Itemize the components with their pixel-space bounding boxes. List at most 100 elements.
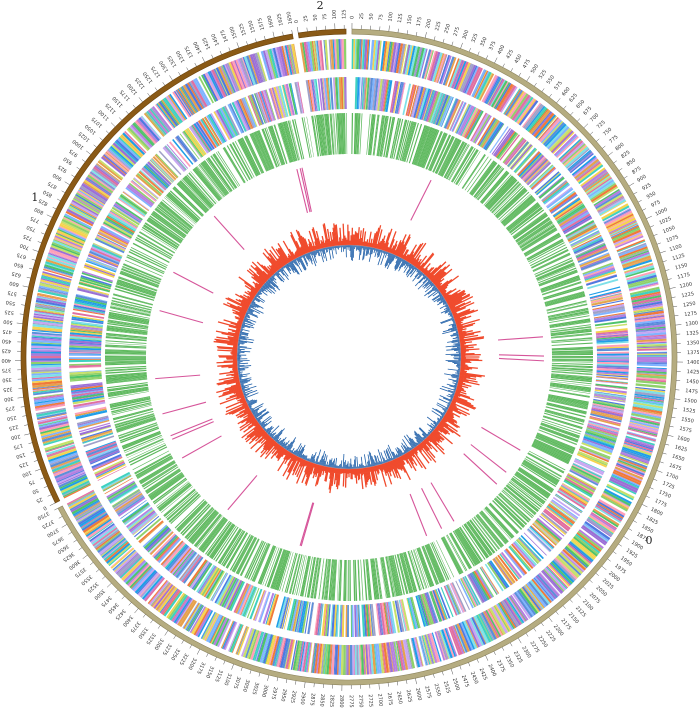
gene-track-feature <box>126 256 165 274</box>
gc-content-bar <box>458 378 469 382</box>
tick-mark <box>282 31 284 36</box>
gc-content-bar <box>412 448 418 455</box>
gc-content-bar <box>290 234 302 257</box>
cog-track-reverse-feature <box>331 604 336 637</box>
cog-track-reverse-feature <box>432 93 446 125</box>
gene-track-feature <box>105 350 147 352</box>
gene-track-feature <box>356 113 359 155</box>
gc-content-bar <box>269 269 274 275</box>
gc-content-bar <box>328 467 334 490</box>
gene-track-feature <box>412 125 427 165</box>
cog-track-reverse-feature <box>593 396 626 403</box>
gc-content-bar <box>308 246 312 252</box>
gene-track-feature <box>376 558 382 599</box>
cog-track-forward-feature <box>112 549 136 571</box>
cog-track-reverse-feature <box>593 312 626 319</box>
gene-track-feature <box>489 503 519 534</box>
cog-track-forward-feature <box>635 324 666 330</box>
gc-skew-bar <box>331 462 333 468</box>
cog-track-reverse-feature <box>596 347 629 350</box>
gc-skew-bar <box>401 260 407 268</box>
cog-track-reverse-feature <box>74 301 106 310</box>
gene-track-feature <box>313 557 321 599</box>
gc-content-bar <box>357 227 360 246</box>
gene-track-feature <box>256 131 273 170</box>
cog-track-forward-feature <box>522 103 543 129</box>
cog-track-reverse-feature <box>69 357 102 359</box>
tick-label: 1275 <box>684 311 697 319</box>
gene-track-feature <box>532 252 570 271</box>
gene-track-feature <box>121 267 161 284</box>
gene-track-feature <box>423 545 440 584</box>
gc-skew-bar <box>429 281 433 285</box>
gene-track-feature <box>374 558 381 599</box>
cog-track-reverse-feature <box>152 533 176 558</box>
gene-track-feature <box>115 416 156 430</box>
gene-track-feature <box>521 227 557 251</box>
cog-track-reverse-feature <box>445 99 460 130</box>
gc-content-bar <box>253 276 264 286</box>
gene-track-feature <box>109 310 150 319</box>
cog-track-reverse-feature <box>370 78 376 111</box>
cog-track-reverse-feature <box>114 492 143 512</box>
gc-content-bar <box>436 284 442 289</box>
tick-mark <box>68 532 72 535</box>
gene-track-feature <box>213 525 237 561</box>
gene-track-feature <box>526 238 563 260</box>
cog-track-reverse-feature <box>364 77 369 110</box>
cog-track-forward-feature <box>48 251 78 263</box>
gene-track-feature <box>326 559 332 601</box>
gc-content-bar <box>274 446 283 456</box>
gc-content-bar <box>216 361 238 364</box>
gene-track-feature <box>396 554 408 595</box>
gene-track-feature <box>548 308 589 318</box>
gc-content-bar <box>224 384 241 390</box>
gc-content-bar <box>392 459 402 480</box>
gene-track-feature <box>105 358 147 360</box>
cog-track-reverse-feature <box>564 478 593 497</box>
gene-track-feature <box>116 283 156 297</box>
cog-track-forward-feature <box>615 464 645 478</box>
cog-track-forward-feature <box>361 39 364 70</box>
cog-track-forward-feature <box>73 197 100 214</box>
gene-track-feature <box>380 557 388 599</box>
gc-skew-bar <box>442 329 458 335</box>
tick-label: 300 <box>4 395 14 402</box>
gene-track-feature <box>496 496 527 526</box>
gene-track-feature <box>528 450 566 471</box>
cog-track-forward-feature <box>488 79 505 106</box>
gc-skew-bar <box>368 451 373 467</box>
cog-track-forward-feature <box>494 604 512 632</box>
gc-skew-bar <box>241 325 245 328</box>
gc-content-bar <box>284 452 292 465</box>
gc-skew-bar <box>270 432 277 438</box>
gene-track-feature <box>282 121 296 162</box>
cog-track-forward-feature <box>436 54 447 83</box>
cog-track-reverse-feature <box>199 566 218 595</box>
gc-content-bar <box>355 232 358 246</box>
cog-track-reverse-feature <box>423 89 434 121</box>
gene-track-feature <box>543 415 583 429</box>
cog-track-forward-feature <box>35 304 65 312</box>
cog-track-forward-feature <box>172 596 191 623</box>
tick-mark <box>306 27 308 32</box>
gene-track-feature <box>198 164 224 198</box>
gene-track-feature <box>455 149 479 185</box>
gene-track-feature <box>506 203 540 231</box>
gc-skew-bar <box>248 405 252 408</box>
cog-track-forward-feature <box>160 589 181 615</box>
gc-skew-bar <box>241 324 251 329</box>
gene-track-feature <box>105 365 147 369</box>
cog-track-forward-feature <box>66 208 95 225</box>
gene-track-feature <box>241 539 260 577</box>
cog-track-reverse-feature <box>534 171 560 194</box>
cog-track-forward-feature <box>75 504 103 521</box>
cog-track-forward-feature <box>78 507 105 526</box>
tick-mark <box>231 663 234 670</box>
gene-track-feature <box>338 113 342 155</box>
gc-content-bar <box>404 453 409 460</box>
cog-track-forward-feature <box>593 508 620 526</box>
gc-skew-bar <box>248 307 260 314</box>
cog-track-forward-feature <box>536 115 557 139</box>
gc-skew-bar <box>432 407 445 416</box>
